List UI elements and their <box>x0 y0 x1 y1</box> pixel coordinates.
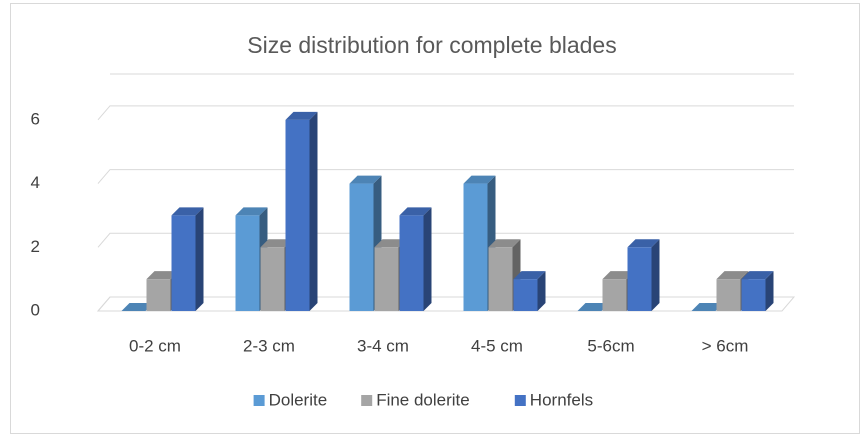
x-tick-label: 0-2 cm <box>129 336 181 355</box>
grid-line <box>97 232 794 248</box>
bar-top <box>716 271 749 280</box>
y-tick-label: 2 <box>31 237 40 256</box>
bar <box>577 303 610 311</box>
bar-side <box>423 207 432 311</box>
bar-front <box>716 279 741 311</box>
bar-front <box>146 279 171 311</box>
bar <box>121 303 154 311</box>
grid-line <box>97 169 794 184</box>
bar-front <box>235 215 260 311</box>
bar-side <box>195 207 204 311</box>
legend-swatch <box>514 395 526 406</box>
bar-front <box>285 119 310 311</box>
bar-front <box>374 247 399 311</box>
chart-frame <box>10 3 860 434</box>
legend-label: Hornfels <box>530 390 593 409</box>
y-tick-label: 6 <box>31 109 40 128</box>
bar <box>513 271 546 311</box>
legend-swatch <box>361 395 373 406</box>
x-tick-label: 4-5 cm <box>471 336 523 355</box>
bar-top <box>488 239 521 248</box>
bar <box>627 239 660 311</box>
grid-line <box>97 105 794 121</box>
bar <box>171 207 204 311</box>
bar-top <box>374 239 407 248</box>
bar-top <box>577 303 610 311</box>
x-tick-label: 2-3 cm <box>243 336 295 355</box>
bar <box>741 271 774 311</box>
bar-front <box>260 247 285 311</box>
bar-side <box>537 271 546 311</box>
bar-top <box>235 207 268 216</box>
legend-label: Fine dolerite <box>376 390 470 409</box>
bar-top <box>602 271 635 280</box>
y-tick-label: 0 <box>31 300 40 319</box>
y-tick-label: 4 <box>31 173 40 192</box>
bar-top <box>691 303 724 311</box>
bar-front <box>399 215 424 311</box>
x-tick-label: 5-6cm <box>587 336 634 355</box>
x-tick-label: 3-4 cm <box>357 336 409 355</box>
bar <box>235 207 268 311</box>
bar-top <box>146 271 179 280</box>
x-tick-label: > 6cm <box>702 336 749 355</box>
bar-front <box>171 215 196 311</box>
bar-top <box>349 175 382 184</box>
bar-front <box>463 183 488 311</box>
bar <box>285 111 318 311</box>
bar-top <box>260 239 293 248</box>
bar-top <box>513 271 546 280</box>
bar <box>399 207 432 311</box>
bar <box>691 303 724 311</box>
bar-front <box>741 279 766 311</box>
bar-top <box>121 303 154 311</box>
bar-side <box>765 271 774 311</box>
bar-top <box>627 239 660 248</box>
bar-top <box>399 207 432 216</box>
bar-top <box>463 175 496 184</box>
bar-front <box>602 279 627 311</box>
chart-title: Size distribution for complete blades <box>247 32 616 58</box>
grid-line <box>97 296 794 312</box>
bar-front <box>627 247 652 311</box>
bar-front <box>488 247 513 311</box>
bar-top <box>741 271 774 280</box>
bar-front <box>349 183 374 311</box>
bar-side <box>651 239 660 311</box>
bar-side <box>309 111 318 311</box>
bar-front <box>513 279 538 311</box>
bar-top <box>285 111 318 120</box>
legend-label: Dolerite <box>269 390 328 409</box>
bar-top <box>171 207 204 216</box>
legend-swatch <box>253 395 265 406</box>
